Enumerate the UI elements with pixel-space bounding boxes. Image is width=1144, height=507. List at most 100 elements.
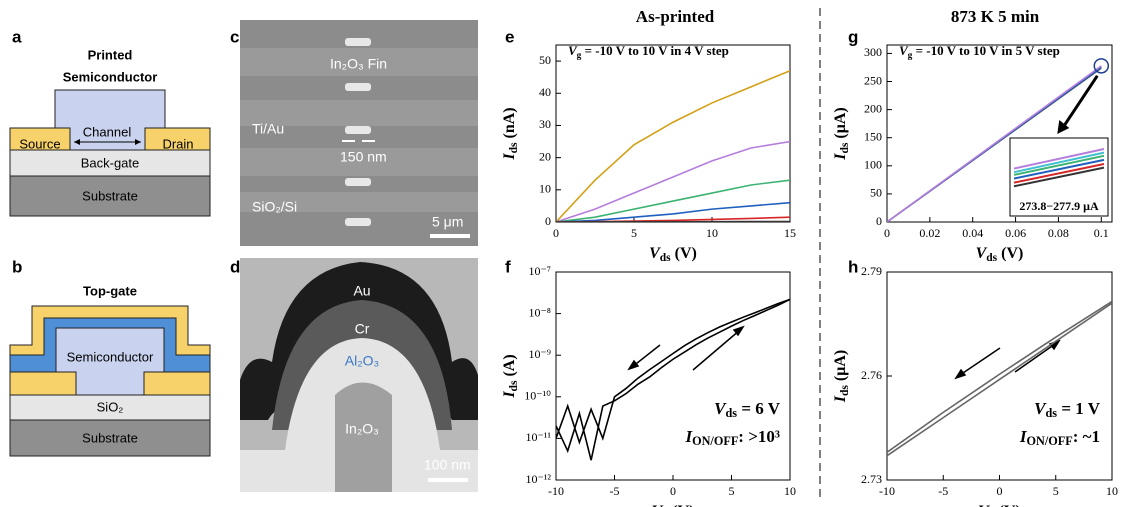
y-axis-label-sub: ds: [839, 385, 851, 396]
y-tick-label: 10⁻⁸: [528, 305, 551, 319]
sem-fin: [345, 126, 371, 134]
x-axis-label-main: V: [652, 503, 664, 507]
data-line: [556, 140, 790, 222]
y-axis-label-sub: ds: [508, 380, 520, 391]
schematic-title: Printed: [88, 47, 133, 62]
annotation-rest: = -10 V to 10 V in 4 V step: [581, 43, 729, 58]
gate-layer: [9, 149, 211, 177]
y-axis-label-main: I: [832, 153, 849, 161]
y-tick-label: 10⁻¹²: [525, 472, 551, 486]
y-tick-label: 2.76: [861, 368, 882, 382]
y-tick-label: 250: [864, 73, 882, 87]
zoom-circle: [1093, 58, 1110, 74]
x-tick-label: 0: [670, 484, 676, 498]
arrow-head: [954, 368, 967, 380]
sem-label: Ti/Au: [252, 121, 284, 137]
scale-label: 100 nm: [424, 457, 471, 473]
y-tick-label: 10⁻⁹: [528, 347, 551, 361]
sem-image-c: In₂O₃ Fin Ti/Au 150 nm SiO₂/Si 5 μm: [240, 20, 478, 246]
y-axis-label-sub: ds: [839, 142, 851, 153]
panel-letter: f: [505, 257, 511, 276]
y-axis-label: Ids (μA): [832, 350, 851, 403]
annotation-main: V: [899, 43, 909, 58]
x-axis-label-sub: ds: [660, 252, 671, 264]
annotation: Vg = -10 V to 10 V in 5 V step: [899, 43, 1060, 61]
inset-line: [1013, 151, 1105, 174]
annotation: ION/OFF: >10³: [684, 427, 780, 448]
y-tick-label: 10⁻⁷: [528, 264, 551, 278]
annotation-main: V: [1034, 399, 1047, 418]
panel-letter: b: [12, 257, 22, 276]
x-tick-label: 15: [784, 226, 796, 240]
x-tick-label: 0: [884, 226, 890, 240]
sem-strip: [240, 48, 478, 76]
x-axis-label: Vds (V): [976, 245, 1024, 264]
sem-label: Al₂O₃: [345, 353, 379, 369]
substrate-label: Substrate: [82, 430, 138, 445]
y-axis-label: Ids (nA): [501, 107, 520, 160]
annotation-sub: ds: [726, 406, 738, 420]
column-title: As-printed: [636, 7, 715, 26]
y-tick-label: 0: [876, 214, 882, 228]
y-axis-label-main: I: [501, 391, 518, 399]
source-contact: [9, 371, 77, 396]
schematic-b: Top-gate Semiconductor SiO₂ Substrate: [9, 283, 211, 457]
x-axis-label: Vds (V): [649, 245, 697, 264]
x-tick-label: 0: [553, 226, 559, 240]
semiconductor-label: Semiconductor: [67, 349, 154, 364]
inset-line: [1013, 158, 1105, 180]
substrate-layer: [9, 419, 211, 457]
gate-label: Back-gate: [81, 155, 140, 170]
sem-channel: [335, 382, 392, 492]
inset-label: 273.8−277.9 μA: [1019, 199, 1099, 213]
plot-frame: [555, 44, 791, 223]
x-tick-label: -5: [938, 484, 948, 498]
sem-image-d: Au Cr Al₂O₃ In₂O₃ 100 nm: [240, 258, 478, 492]
x-tick-label: 5: [729, 484, 735, 498]
y-tick-label: 200: [864, 101, 882, 115]
schematic-title: Top-gate: [83, 283, 137, 298]
panel-letter: d: [230, 257, 240, 276]
sweep-arrow: [959, 347, 1001, 376]
y-tick-label: 50: [539, 53, 551, 67]
x-axis-label-main: V: [976, 245, 988, 262]
x-tick-label: 0.08: [1048, 226, 1069, 240]
data-line: [556, 70, 790, 222]
plot-frame: [555, 271, 791, 481]
x-tick-label: 0.06: [1005, 226, 1026, 240]
y-axis-label-main: I: [832, 395, 849, 403]
annotation-rest: : ~1: [1073, 427, 1100, 446]
y-tick-label: 2.73: [861, 472, 882, 486]
y-tick-label: 300: [864, 45, 882, 59]
x-tick-label: 10: [706, 226, 718, 240]
column-title: 873 K 5 min: [951, 7, 1040, 26]
y-tick-label: 10⁻¹⁰: [524, 389, 551, 403]
y-axis-label-main: I: [501, 153, 518, 161]
schematic-a: Printed Semiconductor Channel Source Dra…: [9, 47, 211, 217]
plot-frame: [886, 271, 1113, 481]
x-tick-label: -5: [610, 484, 620, 498]
x-axis-label-rest: (V): [995, 503, 1021, 507]
sem-fin: [345, 178, 371, 186]
annotation-rest: : >10³: [738, 427, 780, 446]
y-axis-label-rest: (nA): [501, 107, 518, 142]
annotation-rest: = 6 V: [737, 399, 781, 418]
sem-label: In₂O₃: [345, 421, 379, 437]
x-tick-label: -10: [879, 484, 895, 498]
data-line: [556, 179, 790, 222]
y-axis-label-rest: (μA): [832, 107, 849, 142]
x-tick-label: 10: [784, 484, 796, 498]
x-tick-label: 0.04: [962, 226, 983, 240]
y-axis-label: Ids (A): [501, 354, 520, 398]
inset-line: [1013, 163, 1105, 184]
y-tick-label: 10: [539, 182, 551, 196]
oxide-label: SiO₂: [97, 399, 124, 414]
annotation: Vg = -10 V to 10 V in 4 V step: [568, 43, 729, 61]
oxide-layer: [9, 394, 211, 421]
annotation-sub: ON/OFF: [692, 434, 738, 448]
x-axis-label-sub: ds: [986, 252, 997, 264]
source-label: Source: [19, 136, 60, 151]
y-tick-label: 100: [864, 158, 882, 172]
y-axis-label-rest: (μA): [832, 350, 849, 385]
